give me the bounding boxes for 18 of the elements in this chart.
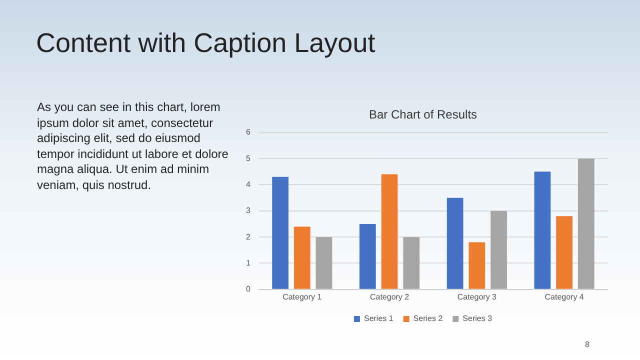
y-tick-label: 6: [246, 128, 251, 137]
y-tick-label: 2: [246, 232, 251, 242]
x-tick-label: Category 3: [457, 292, 498, 302]
y-tick-label: 3: [246, 206, 251, 216]
legend-label: Series 2: [413, 314, 444, 324]
y-tick-label: 5: [246, 154, 251, 163]
text: As you can see in this chart, lorem ipsum dolor sit amet, consectetur adipiscing elit, sed do eiusmod tempor incididunt ut labore et dolore magna aliqua. Ut enim ad minim veniam, quis nostrud.: [37, 100, 230, 193]
x-tick-label: Category 1: [282, 292, 322, 302]
x-tick-label: Category 4: [544, 292, 584, 302]
x-tick-label: Category 2: [370, 292, 410, 302]
y-tick-label: 0: [246, 284, 251, 294]
y-tick-label: 1: [246, 258, 251, 268]
legend-label: Series 3: [462, 314, 493, 324]
y-tick-label: 4: [246, 180, 251, 189]
chart-subtitle: Bar Chart of Results: [368, 108, 478, 122]
legend-label: Series 1: [364, 314, 394, 324]
text: 8: [585, 340, 590, 349]
chart-title: Content with Caption Layout: [36, 28, 376, 59]
